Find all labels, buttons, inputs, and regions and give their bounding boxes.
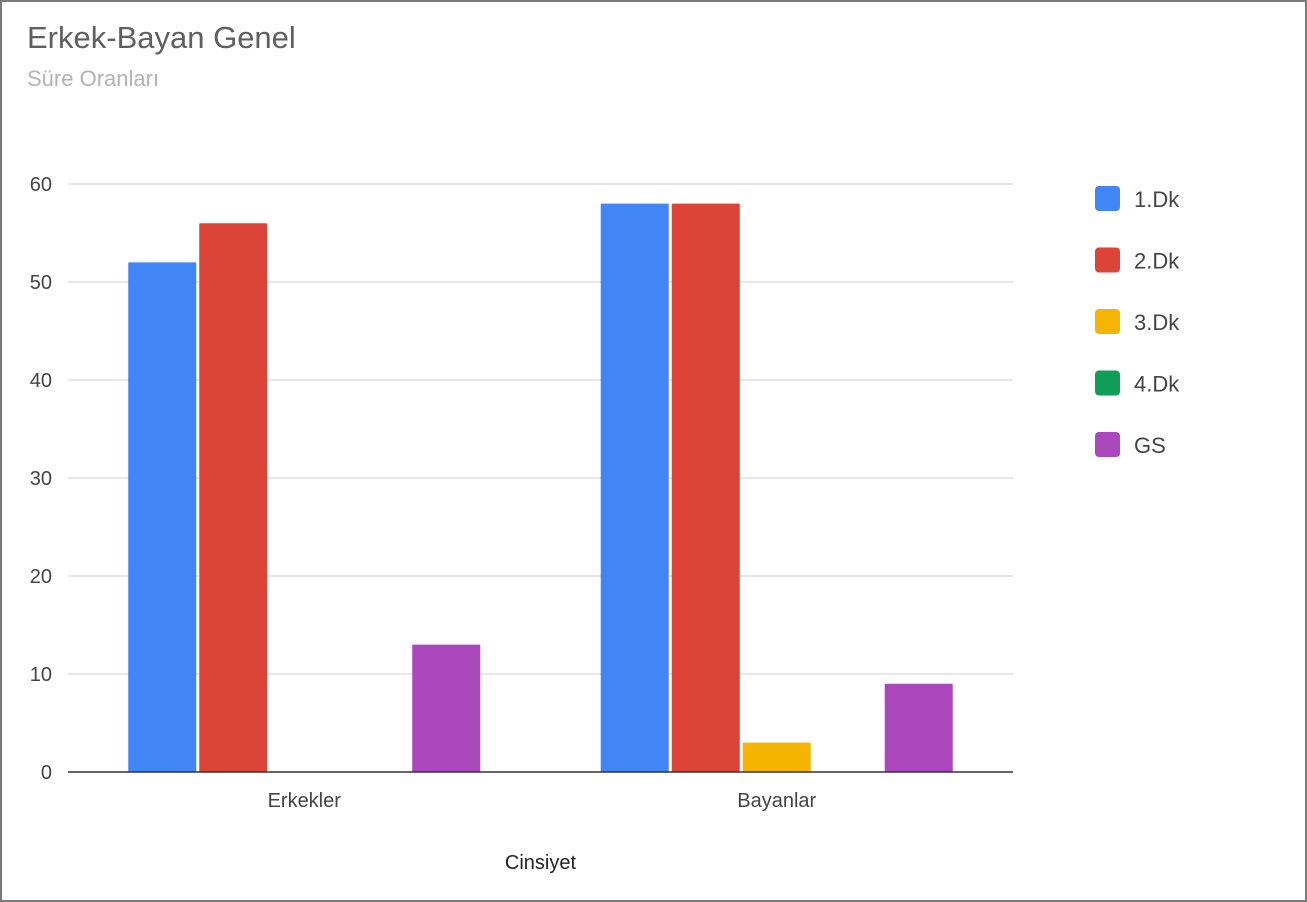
legend-item: GS — [1095, 432, 1166, 458]
legend-swatch — [1095, 370, 1120, 396]
chart-subtitle: Süre Oranları — [27, 66, 160, 91]
x-axis-title: Cinsiyet — [505, 852, 577, 874]
legend: 1.Dk 2.Dk 3.Dk 4.Dk GS — [1095, 186, 1180, 458]
bar-Erkekler-GS — [412, 644, 481, 772]
legend-swatch — [1095, 309, 1120, 334]
bar-Bayanlar-2.Dk — [671, 203, 740, 773]
bar-Bayanlar-1.Dk — [600, 203, 669, 773]
y-tick-label: 60 — [30, 174, 52, 196]
y-tick-label: 30 — [30, 468, 52, 490]
bars — [128, 203, 953, 773]
legend-item: 3.Dk — [1095, 309, 1180, 335]
bar-Erkekler-2.Dk — [199, 223, 268, 772]
y-tick-label: 20 — [30, 566, 52, 588]
legend-swatch — [1095, 432, 1120, 457]
y-tick-label: 10 — [30, 664, 52, 686]
legend-label: 3.Dk — [1134, 310, 1180, 335]
y-tick-label: 0 — [41, 762, 52, 784]
bar-Bayanlar-3.Dk — [742, 742, 811, 772]
bar-Bayanlar-GS — [884, 683, 953, 772]
y-tick-labels: 0 10 20 30 40 50 60 — [30, 174, 52, 784]
legend-swatch — [1095, 186, 1120, 211]
x-category-label: Erkekler — [268, 790, 342, 812]
legend-label: 1.Dk — [1134, 187, 1180, 212]
legend-swatch — [1095, 247, 1120, 273]
legend-label: 4.Dk — [1134, 372, 1180, 397]
legend-item: 2.Dk — [1095, 247, 1180, 274]
x-category-labels: Erkekler Bayanlar — [268, 790, 817, 812]
x-category-label: Bayanlar — [737, 790, 816, 812]
legend-item: 4.Dk — [1095, 370, 1180, 397]
y-tick-label: 40 — [30, 370, 52, 392]
legend-label: 2.Dk — [1134, 249, 1180, 274]
legend-item: 1.Dk — [1095, 186, 1180, 212]
y-tick-label: 50 — [30, 272, 52, 294]
chart-title: Erkek-Bayan Genel — [27, 20, 296, 55]
bar-Erkekler-1.Dk — [128, 262, 197, 772]
legend-label: GS — [1134, 433, 1166, 458]
